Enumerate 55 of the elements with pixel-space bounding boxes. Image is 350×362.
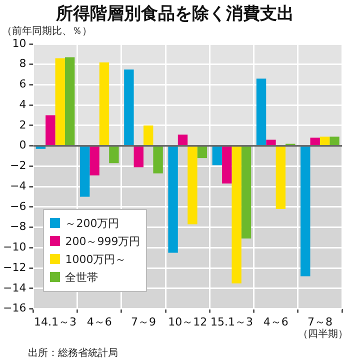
y-tick-label: −14 (2, 281, 26, 294)
y-tick-label: −8 (10, 220, 26, 234)
y-tick-label: 10 (12, 36, 26, 50)
bar (134, 146, 144, 168)
chart-title: 所得階層別食品を除く消費支出 (54, 3, 295, 25)
bar (330, 136, 340, 146)
y-tick-label: −6 (10, 200, 26, 213)
y-tick-label: −2 (10, 159, 26, 172)
y-tick-label: 0 (19, 138, 26, 152)
bar (99, 62, 110, 146)
x-tick-label: 7～9 (130, 315, 156, 328)
legend-label: 200～999万円 (65, 234, 140, 249)
bar (55, 58, 65, 146)
legend-label: 1000万円～ (65, 252, 126, 267)
y-axis-title: （前年同期比、％） (2, 24, 92, 38)
bar (266, 140, 276, 146)
bar (124, 69, 134, 146)
bar (300, 146, 310, 276)
x-tick-label: 4～6 (86, 315, 112, 328)
x-tick-label: 10～12 (168, 315, 208, 328)
bar (320, 136, 330, 146)
bar (212, 146, 222, 166)
y-tick-label: −16 (2, 302, 26, 315)
y-tick-label: 2 (19, 118, 26, 132)
bar (197, 146, 208, 158)
bar (80, 146, 90, 197)
y-tick-label: −12 (2, 260, 26, 274)
text: 出所：総務省統計局 (28, 346, 118, 360)
y-tick-label: 6 (19, 78, 26, 91)
x-tick-label: 15.1～3 (210, 315, 253, 328)
bar (222, 146, 232, 184)
bar (168, 146, 178, 253)
bar (109, 146, 119, 164)
bar (188, 146, 198, 224)
y-tick-label: −10 (2, 240, 26, 254)
legend-label: 全世帯 (65, 270, 98, 285)
y-tick-label: 8 (19, 57, 26, 70)
bar (153, 146, 163, 174)
x-tick-label: 14.1～3 (34, 315, 77, 328)
bar (90, 146, 100, 176)
bar (64, 57, 75, 146)
x-tick-label: 4～6 (263, 315, 288, 328)
bar (241, 146, 252, 239)
bar (232, 146, 242, 284)
bar (256, 78, 266, 146)
bar (178, 134, 188, 146)
bar (310, 138, 320, 146)
bar (46, 115, 56, 146)
bar (276, 146, 286, 209)
y-tick-label: 4 (19, 98, 26, 111)
legend-label: ～200万円 (65, 216, 120, 231)
text: （四半期） (298, 328, 348, 341)
x-tick-label: 7～8 (307, 315, 332, 328)
bar (143, 125, 154, 146)
y-tick-label: −4 (10, 179, 26, 192)
